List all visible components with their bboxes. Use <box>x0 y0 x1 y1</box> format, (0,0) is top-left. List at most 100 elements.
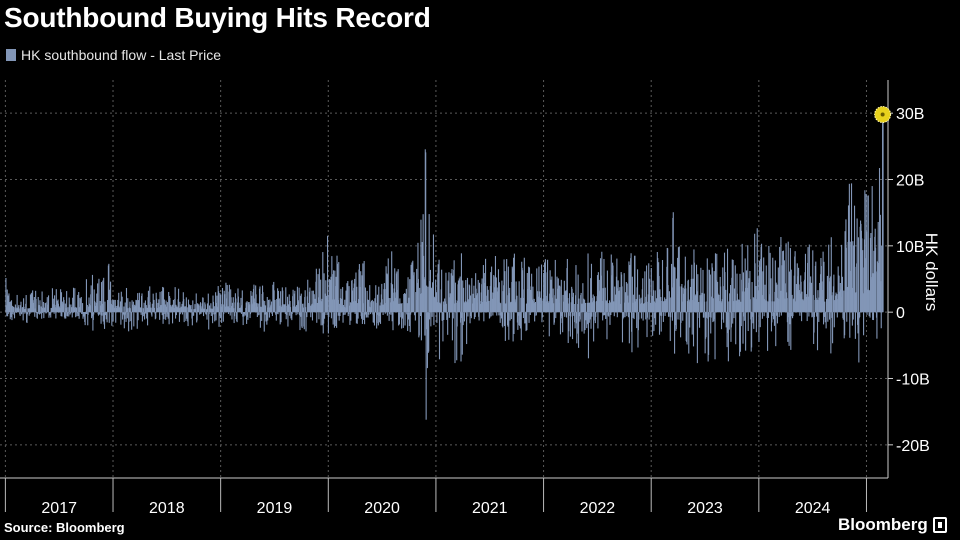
flow-bar <box>806 312 808 322</box>
flow-bar <box>410 264 412 313</box>
flow-bar <box>696 291 698 313</box>
flow-bar <box>165 312 167 320</box>
flow-bar <box>473 312 475 320</box>
flow-bar <box>29 312 31 314</box>
flow-bar <box>575 265 577 313</box>
flow-bar <box>807 247 809 313</box>
flow-bar <box>740 312 742 327</box>
flow-bar <box>15 308 17 313</box>
flow-bar <box>502 312 504 328</box>
flow-bar <box>681 283 683 313</box>
flow-bar <box>267 312 269 321</box>
flow-bar <box>850 183 853 313</box>
flow-bar <box>524 312 526 324</box>
flow-bar <box>606 270 608 313</box>
flow-bar <box>513 253 515 313</box>
flow-bar <box>214 312 216 315</box>
flow-bar <box>490 272 492 313</box>
flow-bar <box>667 248 669 313</box>
flow-bar <box>102 280 104 313</box>
flow-bar <box>528 312 530 323</box>
flow-bar <box>764 284 766 313</box>
flow-bar <box>662 312 664 322</box>
flow-bar <box>789 312 791 325</box>
flow-bar <box>661 260 664 313</box>
flow-bar <box>425 312 427 420</box>
flow-bar <box>872 312 875 321</box>
flow-bar <box>127 298 129 313</box>
flow-bar <box>471 278 473 313</box>
flow-bar <box>204 304 206 313</box>
flow-bar <box>494 256 497 313</box>
flow-bar <box>249 312 251 319</box>
flow-bar <box>150 307 152 313</box>
flow-bar <box>178 312 180 322</box>
flow-bar <box>132 301 134 313</box>
flow-bar <box>122 312 125 315</box>
flow-bar <box>79 298 81 313</box>
flow-bar <box>227 306 229 313</box>
flow-bar <box>74 288 76 313</box>
flow-bar <box>323 312 325 324</box>
flow-bar <box>375 285 377 313</box>
flow-bar <box>541 312 543 318</box>
flow-bar <box>503 259 505 313</box>
flow-bar <box>379 312 382 324</box>
flow-bar <box>407 312 409 331</box>
flow-bar <box>236 312 238 323</box>
flow-bar <box>179 312 181 315</box>
flow-bar <box>165 306 168 313</box>
flow-bar <box>60 292 63 313</box>
flow-bar <box>125 287 128 313</box>
flow-bar <box>649 278 651 313</box>
bar-series <box>5 114 884 420</box>
flow-bar <box>172 312 174 324</box>
flow-bar <box>760 243 763 313</box>
flow-bar <box>559 312 562 335</box>
flow-bar <box>457 280 459 313</box>
flow-bar <box>7 295 9 313</box>
flow-bar <box>306 312 308 318</box>
flow-bar <box>215 312 217 321</box>
flow-bar <box>404 293 406 313</box>
flow-bar <box>76 312 78 317</box>
flow-bar <box>790 269 792 313</box>
flow-bar <box>223 312 225 315</box>
flow-bar <box>50 312 52 318</box>
flow-bar <box>370 300 373 313</box>
flow-bar <box>234 312 236 317</box>
flow-bar <box>517 312 519 326</box>
flow-bar <box>104 301 106 313</box>
flow-bar <box>880 312 882 329</box>
flow-bar <box>871 186 873 313</box>
flow-bar <box>605 312 607 320</box>
record-marker-group <box>874 105 892 123</box>
flow-bar <box>866 312 868 315</box>
flow-bar <box>714 312 716 360</box>
flow-bar <box>407 312 410 320</box>
flow-bar <box>10 301 12 313</box>
flow-bar <box>85 312 87 315</box>
flow-bar <box>289 307 292 313</box>
flow-bar <box>91 274 94 313</box>
flow-bar <box>370 312 372 315</box>
flow-bar <box>167 312 169 319</box>
flow-bar <box>354 278 356 313</box>
flow-bar <box>36 312 38 319</box>
flow-bar <box>307 279 309 313</box>
flow-bar <box>269 299 271 313</box>
flow-bar <box>366 312 368 318</box>
flow-bar <box>648 312 650 320</box>
flow-bar <box>371 299 373 313</box>
flow-bar <box>391 251 393 313</box>
flow-bar <box>710 312 712 334</box>
flow-bar <box>82 303 84 313</box>
flow-bar <box>205 312 207 315</box>
flow-bar <box>522 270 524 313</box>
flow-bar <box>367 299 369 313</box>
flow-bar <box>577 274 579 313</box>
flow-bar <box>549 270 551 313</box>
flow-bar <box>168 312 170 325</box>
flow-bar <box>282 290 284 313</box>
flow-bar <box>51 288 53 313</box>
